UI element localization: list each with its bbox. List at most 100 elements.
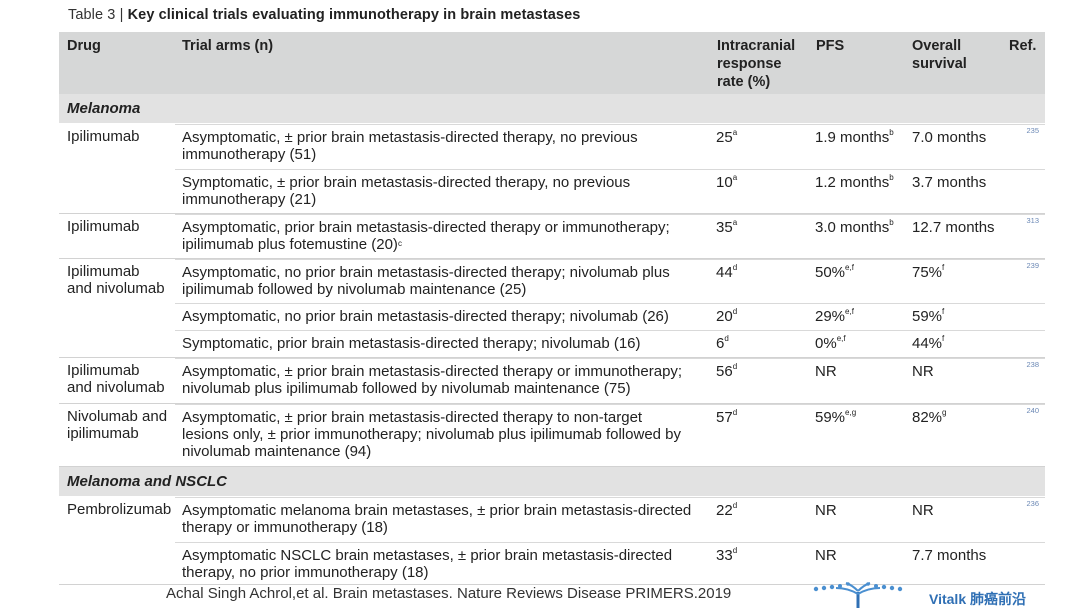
response-rate-cell: 20d (716, 307, 738, 325)
footnote-marker: g (942, 408, 947, 417)
overall-survival-cell: NR (912, 502, 934, 519)
citation-footer: Achal Singh Achrol,et al. Brain metastas… (166, 585, 732, 602)
pfs-cell: 1.2 monthsb (815, 173, 894, 191)
footnote-marker: d (732, 362, 738, 371)
response-rate-cell: 44d (716, 263, 738, 281)
overall-survival-cell: 75%f (912, 263, 945, 281)
footnote-marker: a (732, 218, 738, 227)
table-title: Key clinical trials evaluating immunothe… (127, 7, 581, 23)
table-caption: Table 3 | Key clinical trials evaluating… (68, 7, 580, 23)
header-pfs: PFS (816, 38, 845, 54)
overall-survival-cell: 44%f (912, 334, 945, 352)
trial-row: Asymptomatic NSCLC brain metastases, ± p… (175, 542, 1045, 584)
overall-survival-cell: 3.7 months (912, 174, 987, 191)
footnote-marker: f (942, 334, 945, 343)
footnote-marker: e,g (845, 408, 857, 417)
trial-row: Symptomatic, ± prior brain metastasis-di… (175, 169, 1045, 213)
footnote-marker: f (942, 307, 945, 316)
drug-name-line: and nivolumab (67, 280, 165, 297)
section-title: Melanoma and NSCLC (67, 473, 228, 490)
footnote-marker: b (889, 173, 894, 182)
trial-arm-cell: Asymptomatic, prior brain metastasis-dir… (182, 219, 670, 253)
footnote-marker: d (732, 501, 738, 510)
footnote-marker: d (732, 546, 738, 555)
overall-survival-cell: 7.0 months (912, 129, 987, 146)
data-table: Drug Trial arms (n) Intracranial response… (59, 32, 1045, 585)
brand-watermark: Vitalk 肺癌前沿 (929, 591, 1026, 607)
trial-arm-cell: Asymptomatic, no prior brain metastasis-… (182, 264, 670, 298)
drug-name-line: and nivolumab (67, 379, 165, 396)
response-rate-cell: 56d (716, 362, 738, 380)
drug-group: Ipilimumab 313 Asymptomatic, prior brain m… (59, 214, 1045, 259)
pfs-cell: NR (815, 363, 837, 380)
drug-name: Nivolumab and ipilimumab (67, 408, 167, 442)
trial-row: Asymptomatic, no prior brain metastasis-… (175, 259, 1045, 303)
drug-name: Ipilimumab and nivolumab (67, 362, 165, 396)
drug-name-line: ipilimumab (67, 425, 139, 442)
footnote-marker: a (732, 128, 738, 137)
trial-row: Asymptomatic, ± prior brain metastasis-d… (175, 358, 1045, 403)
header-trial-arms: Trial arms (n) (182, 38, 274, 54)
drug-name-line: Ipilimumab (67, 128, 140, 145)
drug-name-line: Ipilimumab (67, 263, 140, 280)
response-rate-cell: 22d (716, 501, 738, 519)
response-rate-cell: 25a (716, 128, 738, 146)
trial-arm-cell: Asymptomatic melanoma brain metastases, … (182, 502, 692, 536)
reference-link: 239 (1026, 261, 1039, 270)
pfs-cell: NR (815, 547, 837, 564)
reference-link: 236 (1026, 499, 1039, 508)
pfs-cell: NR (815, 502, 837, 519)
footnote-marker: e,f (845, 263, 854, 272)
overall-survival-cell: NR (912, 363, 934, 380)
footnote-marker: c (397, 239, 402, 248)
drug-name: Ipilimumab (67, 218, 140, 235)
pfs-cell: 1.9 monthsb (815, 128, 894, 146)
table-body: Melanoma Ipilimumab 235 Asymptomatic, ± pri… (59, 94, 1045, 585)
drug-group: Ipilimumab and nivolumab 238 Asymptomatic, … (59, 358, 1045, 404)
trial-row: Symptomatic, prior brain metastasis-dire… (175, 330, 1045, 357)
trial-row: Asymptomatic melanoma brain metastases, … (175, 497, 1045, 542)
drug-group: Ipilimumab 235 Asymptomatic, ± prior brain… (59, 124, 1045, 214)
header-intracranial-response: Intracranial response rate (%) (717, 38, 796, 90)
header-overall-survival: Overall survival (912, 38, 967, 72)
table-number: Table 3 | (68, 7, 124, 23)
reference-link: 240 (1026, 406, 1039, 415)
trial-row: Asymptomatic, ± prior brain metastasis-d… (175, 404, 1045, 466)
overall-survival-cell: 7.7 months (912, 547, 987, 564)
footnote-marker: f (942, 263, 945, 272)
drug-group: Nivolumab and ipilimumab 240 Asymptomatic, … (59, 404, 1045, 467)
drug-name-line: Pembrolizumab (67, 501, 172, 518)
trial-arm-cell: Asymptomatic NSCLC brain metastases, ± p… (182, 547, 673, 581)
response-rate-cell: 57d (716, 408, 738, 426)
footnote-marker: b (889, 218, 894, 227)
response-rate-cell: 6d (716, 334, 729, 352)
trial-arm-cell: Asymptomatic, no prior brain metastasis-… (182, 308, 669, 325)
pfs-cell: 29%e,f (815, 307, 854, 325)
overall-survival-cell: 82%g (912, 408, 947, 426)
pfs-cell: 3.0 monthsb (815, 218, 894, 236)
section-header-row: Melanoma (59, 94, 1045, 124)
drug-name: Pembrolizumab (67, 501, 171, 518)
reference-link: 235 (1026, 126, 1039, 135)
pfs-cell: 0%e,f (815, 334, 846, 352)
drug-name-line: Ipilimumab (67, 218, 140, 235)
header-drug: Drug (67, 38, 101, 54)
response-rate-cell: 35a (716, 218, 738, 236)
overall-survival-cell: 59%f (912, 307, 945, 325)
footnote-marker: a (732, 173, 738, 182)
trial-arm-cell: Asymptomatic, ± prior brain metastasis-d… (182, 363, 683, 397)
section-header-row: Melanoma and NSCLC (59, 467, 1045, 497)
response-rate-cell: 33d (716, 546, 738, 564)
trial-row: Asymptomatic, ± prior brain metastasis-d… (175, 124, 1045, 169)
drug-name: Ipilimumab and nivolumab (67, 263, 165, 297)
trial-arm-cell: Symptomatic, prior brain metastasis-dire… (182, 335, 641, 352)
footnote-marker: e,f (836, 334, 846, 343)
drug-group: Pembrolizumab 236 Asymptomatic melanoma br… (59, 497, 1045, 585)
drug-name-line: Ipilimumab (67, 362, 140, 379)
response-rate-cell: 10a (716, 173, 738, 191)
drug-name-line: Nivolumab and (67, 408, 168, 425)
pfs-cell: 59%e,g (815, 408, 857, 426)
pfs-cell: 50%e,f (815, 263, 854, 281)
trial-row: Asymptomatic, prior brain metastasis-dir… (175, 214, 1045, 258)
footnote-marker: d (732, 408, 738, 417)
